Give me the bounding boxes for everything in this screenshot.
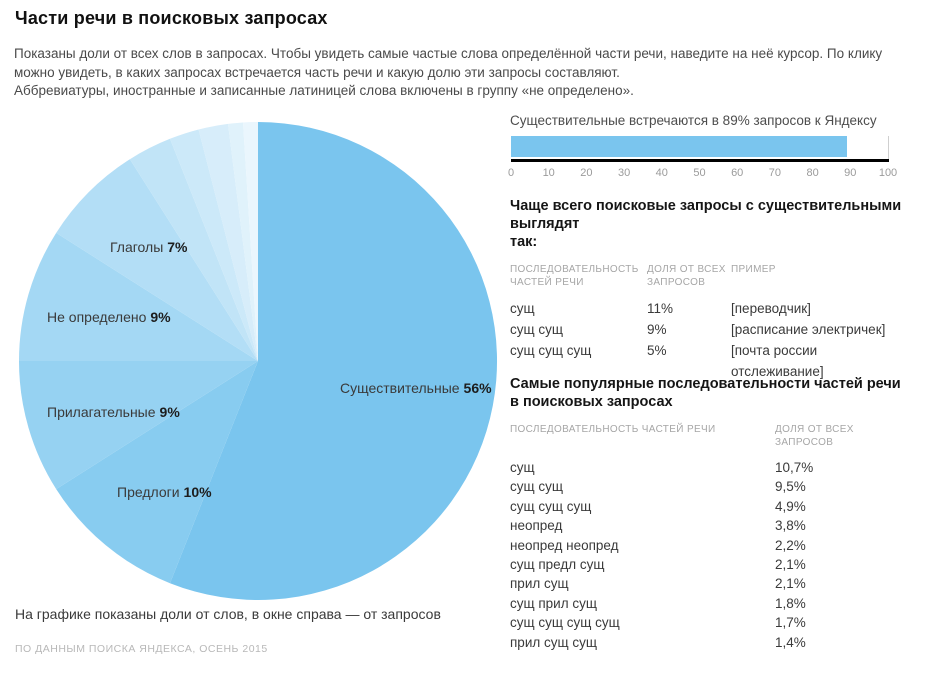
pie-slice-глаголы[interactable]	[56, 159, 259, 361]
x-tick-90: 90	[844, 167, 857, 179]
popular-sequences-section: Самые популярные последовательности част…	[510, 375, 904, 652]
x-tick-20: 20	[580, 167, 593, 179]
cell-example: [переводчик]	[731, 301, 811, 316]
pie-label-adjectives-value: 9%	[159, 404, 180, 420]
gridline-100	[888, 136, 889, 159]
popular-sequences-title-line2: в поисковых запросах	[510, 394, 673, 410]
popular-sequences-table: ПОСЛЕДОВАТЕЛЬНОСТЬ ЧАСТЕЙ РЕЧИ ДОЛЯ ОТ В…	[510, 420, 904, 652]
pie-slice-прилагательные[interactable]	[18, 361, 259, 490]
x-tick-50: 50	[693, 167, 706, 179]
x-tick-10: 10	[542, 167, 555, 179]
x-tick-0: 0	[507, 167, 515, 179]
bar-chart: 0 10 20 30 40 50 60 70 80 90 100	[507, 133, 897, 183]
pie-slice-unlabeled-7[interactable]	[198, 123, 258, 362]
pie-label-adjectives: Прилагательные 9%	[47, 404, 180, 420]
description-paragraph-1: Показаны доли от всех слов в запросах. Ч…	[14, 46, 883, 80]
pie-chart	[18, 122, 498, 600]
x-tick-30: 30	[617, 167, 631, 179]
pie-label-verbs-name: Глаголы	[110, 239, 164, 255]
popular-sequences-title: Самые популярные последовательности част…	[510, 375, 904, 411]
description-paragraph-2: Аббревиатуры, иностранные и записанные л…	[14, 83, 634, 99]
noun-queries-table: ПОСЛЕДОВАТЕЛЬНОСТЬ ЧАСТЕЙ РЕЧИ ДОЛЯ ОТ В…	[510, 260, 904, 382]
cell-share: 2,2%	[775, 537, 806, 553]
cell-sequence: прил сущ сущ	[510, 634, 597, 650]
cell-sequence: сущ сущ	[510, 479, 563, 495]
pie-slice-существительные[interactable]	[170, 122, 498, 600]
column-header-example: ПРИМЕР	[731, 264, 776, 275]
pie-label-nouns-name: Существительные	[340, 380, 460, 396]
cell-share: 9,5%	[775, 479, 806, 495]
cell-example: [почта россии отслеживание]	[731, 343, 824, 379]
noun-queries-title: Чаще всего поисковые запросы с существит…	[510, 197, 904, 251]
x-tick-80: 80	[806, 167, 819, 179]
cell-share: 4,9%	[775, 498, 806, 514]
column-header-sequence: ПОСЛЕДОВАТЕЛЬНОСТЬ ЧАСТЕЙ РЕЧИ	[510, 424, 716, 435]
page-title: Части речи в поисковых запросах	[15, 8, 328, 28]
bar-nouns-share	[511, 136, 847, 157]
noun-queries-title-line2: так:	[510, 234, 538, 250]
x-axis	[511, 159, 889, 162]
cell-share: 5%	[647, 343, 667, 358]
cell-sequence: сущ	[510, 301, 535, 316]
cell-sequence: неопред неопред	[510, 537, 619, 553]
pie-label-adjectives-name: Прилагательные	[47, 404, 156, 420]
cell-sequence: сущ сущ сущ	[510, 498, 592, 514]
pie-label-prepositions-value: 10%	[183, 484, 212, 500]
cell-sequence: сущ сущ сущ сущ	[510, 615, 620, 631]
cell-sequence: сущ сущ	[510, 322, 563, 337]
pie-label-prepositions: Предлоги 10%	[117, 484, 212, 500]
cell-share: 9%	[647, 322, 667, 337]
pie-slice-unlabeled-6[interactable]	[170, 129, 258, 362]
chart-note: На графике показаны доли от слов, в окне…	[15, 606, 441, 622]
column-header-sequence: ПОСЛЕДОВАТЕЛЬНОСТЬ ЧАСТЕЙ РЕЧИ	[510, 264, 639, 288]
cell-sequence: сущ прил сущ	[510, 595, 597, 611]
cell-sequence: сущ	[510, 460, 535, 475]
cell-share: 1,7%	[775, 615, 806, 631]
pie-label-nouns-value: 56%	[463, 380, 492, 396]
cell-sequence: неопред	[510, 518, 563, 534]
cell-sequence: прил сущ	[510, 576, 569, 592]
pie-label-nouns: Существительные 56%	[340, 380, 492, 396]
pie-label-undefined: Не определено 9%	[47, 309, 171, 325]
bar-chart-title: Существительные встречаются в 89% запрос…	[510, 113, 877, 128]
noun-queries-title-line1: Чаще всего поисковые запросы с существит…	[510, 198, 902, 232]
data-source: ПО ДАННЫМ ПОИСКА ЯНДЕКСА, ОСЕНЬ 2015	[15, 643, 268, 655]
cell-share: 10,7%	[775, 460, 814, 475]
noun-queries-section: Чаще всего поисковые запросы с существит…	[510, 197, 904, 382]
pie-label-undefined-name: Не определено	[47, 309, 147, 325]
cell-share: 1,4%	[775, 634, 806, 650]
cell-share: 2,1%	[775, 557, 806, 573]
pie-slice-unlabeled-9[interactable]	[243, 122, 258, 361]
column-header-share: ДОЛЯ ОТ ВСЕХ ЗАПРОСОВ	[647, 264, 726, 288]
popular-sequences-title-line1: Самые популярные последовательности част…	[510, 376, 901, 392]
x-tick-100: 100	[878, 167, 898, 179]
cell-share: 11%	[647, 301, 674, 316]
cell-share: 1,8%	[775, 595, 806, 611]
pie-label-verbs-value: 7%	[167, 239, 188, 255]
description: Показаны доли от всех слов в запросах. Ч…	[14, 45, 922, 101]
pie-label-prepositions-name: Предлоги	[117, 484, 180, 500]
pie-label-verbs: Глаголы 7%	[110, 239, 188, 255]
x-tick-40: 40	[655, 167, 668, 179]
pie-label-undefined-value: 9%	[150, 309, 171, 325]
cell-example: [расписание электричек]	[731, 322, 886, 337]
pie-slice-unlabeled-8[interactable]	[228, 122, 258, 362]
cell-share: 2,1%	[775, 576, 806, 592]
x-axis-tick-labels: 0 10 20 30 40 50 60 70 80 90 100	[507, 167, 897, 181]
pie-slice-не-определено[interactable]	[18, 232, 258, 361]
cell-sequence: сущ предл сущ	[510, 557, 605, 573]
x-tick-70: 70	[768, 167, 782, 179]
column-header-share: ДОЛЯ ОТ ВСЕХ ЗАПРОСОВ	[775, 424, 854, 448]
cell-share: 3,8%	[775, 518, 806, 534]
x-tick-60: 60	[731, 167, 744, 179]
pie-slice-предлоги[interactable]	[56, 361, 259, 584]
pie-slice-unlabeled-5[interactable]	[129, 138, 258, 361]
cell-sequence: сущ сущ сущ	[510, 343, 592, 358]
